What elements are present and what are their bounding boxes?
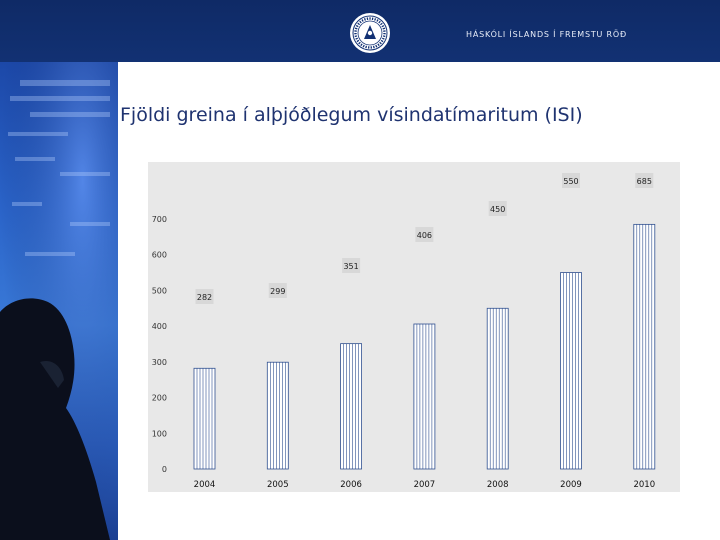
y-axis-ticks: 0 100 200 300 400 500 600 700 [152, 215, 167, 474]
value-label: 450 [490, 205, 505, 214]
photo-illustration [0, 62, 118, 540]
slide-title: Fjöldi greina í alþjóðlegum vísindatímar… [120, 104, 583, 126]
bar [486, 307, 509, 470]
value-label-box [562, 173, 580, 188]
x-tick-label: 2009 [560, 480, 582, 490]
x-tick-label: 2006 [340, 480, 362, 490]
y-tick-label: 400 [152, 322, 167, 331]
value-label: 550 [563, 177, 578, 186]
x-tick-label: 2005 [267, 480, 289, 490]
y-tick-label: 200 [152, 394, 167, 403]
bar [413, 323, 436, 470]
value-label: 685 [637, 177, 652, 186]
value-label-box [342, 258, 361, 273]
y-tick-label: 600 [152, 251, 167, 260]
value-label-box [268, 283, 287, 298]
bar [633, 223, 656, 470]
y-tick-label: 100 [152, 429, 167, 438]
value-label: 406 [417, 231, 432, 240]
background-photo [0, 62, 118, 540]
x-tick-label: 2007 [414, 480, 436, 490]
header-org-text: HÁSKÓLI ÍSLANDS Í FREMSTU RÖÐ [466, 30, 627, 39]
x-tick-label: 2010 [633, 480, 655, 490]
bar [340, 343, 363, 470]
value-label-box [488, 201, 507, 216]
y-tick-label: 500 [152, 286, 167, 295]
x-tick-label: 2008 [487, 480, 509, 490]
value-label: 282 [197, 293, 212, 302]
y-tick-label: 300 [152, 358, 167, 367]
x-tick-label: 2004 [194, 480, 216, 490]
y-tick-label: 0 [162, 465, 167, 474]
university-seal-logo [350, 13, 390, 53]
value-labels: 282 299 351 406 450 550 685 [195, 173, 654, 304]
x-axis-labels: 2004 2005 2006 2007 2008 2009 2010 [194, 480, 655, 490]
bar [193, 367, 216, 470]
value-label: 351 [343, 262, 358, 271]
header-bar: HÁSKÓLI ÍSLANDS Í FREMSTU RÖÐ [0, 0, 720, 62]
bar [266, 361, 289, 470]
value-label: 299 [270, 287, 285, 296]
y-tick-label: 700 [152, 215, 167, 224]
value-label-box [195, 289, 214, 304]
value-label-box [635, 173, 654, 188]
bar [560, 272, 582, 470]
bars [193, 223, 656, 470]
value-label-box [415, 227, 434, 242]
